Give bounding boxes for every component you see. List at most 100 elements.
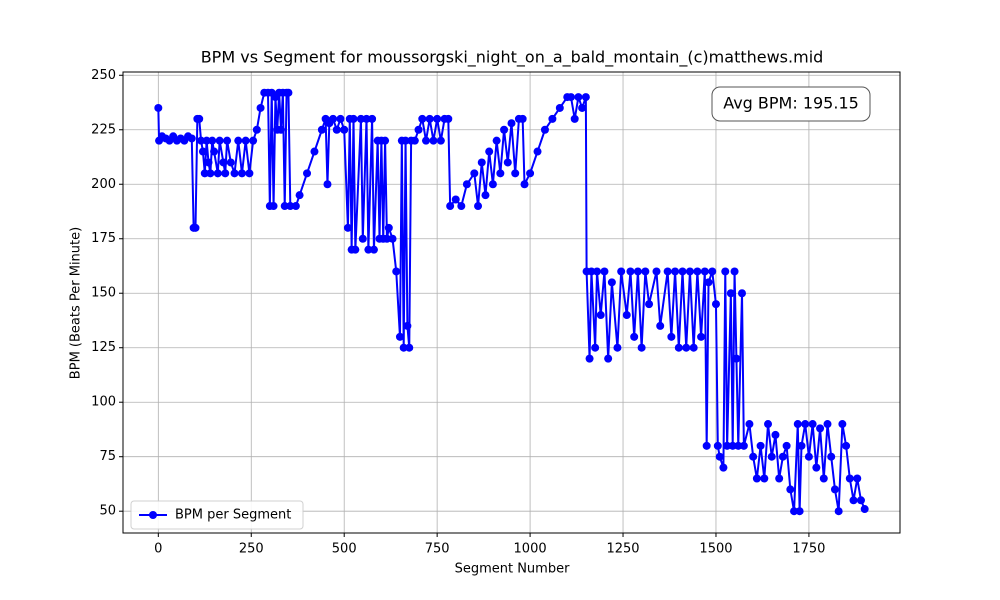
point bbox=[284, 88, 293, 97]
point bbox=[436, 136, 445, 145]
point bbox=[213, 169, 222, 178]
y-tick-label: 75 bbox=[99, 449, 116, 464]
x-tick-label: 250 bbox=[239, 542, 264, 557]
point bbox=[764, 420, 773, 429]
point bbox=[237, 169, 246, 178]
point bbox=[739, 441, 748, 450]
point bbox=[760, 474, 769, 483]
annotation-box bbox=[711, 86, 871, 122]
point bbox=[403, 321, 412, 330]
point bbox=[622, 311, 631, 320]
point bbox=[641, 267, 650, 276]
point bbox=[496, 169, 505, 178]
x-tick-label: 750 bbox=[425, 542, 450, 557]
point bbox=[626, 267, 635, 276]
point bbox=[277, 125, 286, 134]
point bbox=[604, 354, 613, 363]
point bbox=[433, 114, 442, 123]
point bbox=[734, 441, 743, 450]
grid bbox=[123, 72, 900, 533]
y-tick-label: 50 bbox=[99, 504, 116, 519]
point bbox=[834, 507, 843, 516]
point bbox=[249, 136, 258, 145]
point bbox=[526, 169, 535, 178]
point bbox=[786, 485, 795, 494]
point bbox=[555, 103, 564, 112]
point bbox=[838, 420, 847, 429]
point bbox=[596, 311, 605, 320]
point bbox=[778, 452, 787, 461]
point bbox=[574, 93, 583, 102]
point bbox=[732, 354, 741, 363]
point bbox=[630, 332, 639, 341]
point bbox=[726, 289, 735, 298]
point bbox=[310, 147, 319, 156]
point bbox=[429, 136, 438, 145]
point bbox=[234, 136, 243, 145]
point bbox=[191, 223, 200, 232]
plot-frame bbox=[122, 71, 901, 534]
point bbox=[245, 169, 254, 178]
y-tick-label: 175 bbox=[91, 231, 116, 246]
point bbox=[202, 136, 211, 145]
point bbox=[291, 202, 300, 211]
point bbox=[853, 474, 862, 483]
point bbox=[340, 125, 349, 134]
point bbox=[364, 245, 373, 254]
point bbox=[737, 289, 746, 298]
chart-title: BPM vs Segment for moussorgski_night_on_… bbox=[201, 48, 824, 68]
plot bbox=[154, 88, 869, 516]
point bbox=[356, 114, 365, 123]
point bbox=[819, 474, 828, 483]
point bbox=[827, 452, 836, 461]
point bbox=[351, 245, 360, 254]
point bbox=[860, 505, 869, 514]
point bbox=[457, 202, 466, 211]
point bbox=[492, 136, 501, 145]
point bbox=[388, 234, 397, 243]
annotation: Avg BPM: 195.15 bbox=[723, 94, 859, 113]
x-axis-label: Segment Number bbox=[455, 562, 571, 577]
point bbox=[682, 343, 691, 352]
point bbox=[578, 103, 587, 112]
point bbox=[637, 343, 646, 352]
x-tick-label: 1250 bbox=[606, 542, 639, 557]
y-tick-label: 150 bbox=[91, 286, 116, 301]
y-axis-label: BPM (Beats Per Minute) bbox=[69, 227, 84, 379]
point bbox=[223, 136, 232, 145]
point bbox=[808, 420, 817, 429]
point bbox=[775, 474, 784, 483]
point bbox=[230, 169, 239, 178]
point bbox=[470, 169, 479, 178]
point bbox=[667, 332, 676, 341]
point bbox=[485, 147, 494, 156]
point bbox=[358, 234, 367, 243]
point bbox=[656, 321, 665, 330]
point bbox=[704, 278, 713, 287]
point bbox=[533, 147, 542, 156]
point bbox=[728, 441, 737, 450]
point bbox=[830, 485, 839, 494]
point bbox=[823, 420, 832, 429]
point bbox=[381, 136, 390, 145]
point bbox=[421, 136, 430, 145]
point bbox=[280, 202, 289, 211]
point bbox=[303, 169, 312, 178]
point bbox=[392, 267, 401, 276]
point bbox=[587, 267, 596, 276]
point bbox=[317, 125, 326, 134]
point bbox=[395, 332, 404, 341]
point bbox=[585, 354, 594, 363]
point bbox=[719, 463, 728, 472]
point bbox=[767, 452, 776, 461]
point bbox=[581, 93, 590, 102]
point bbox=[816, 424, 825, 433]
point bbox=[269, 202, 278, 211]
point bbox=[721, 267, 730, 276]
point bbox=[462, 180, 471, 189]
point bbox=[711, 300, 720, 309]
point bbox=[689, 343, 698, 352]
point bbox=[418, 114, 427, 123]
point bbox=[663, 267, 672, 276]
